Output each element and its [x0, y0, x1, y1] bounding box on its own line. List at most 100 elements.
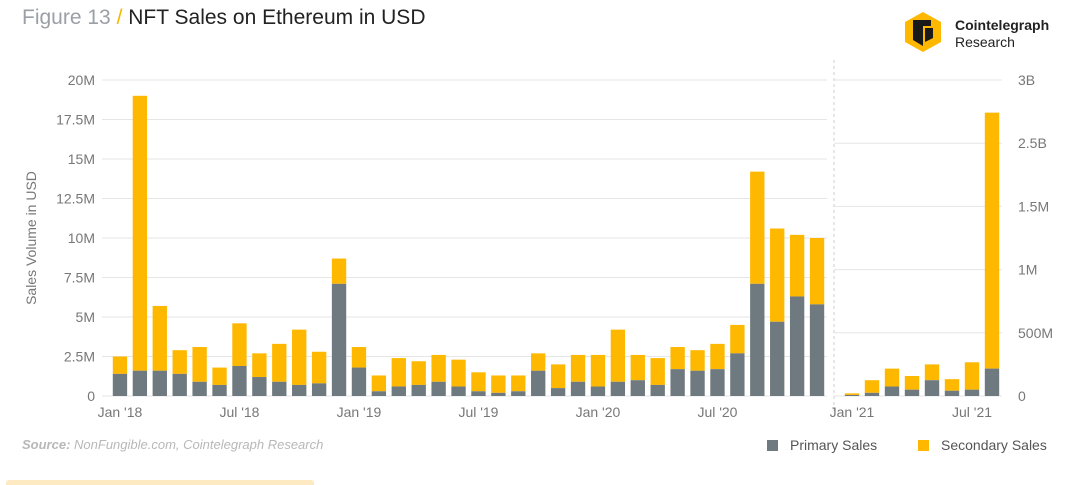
- secondary-bar: [152, 305, 167, 371]
- primary-bar: [152, 370, 167, 396]
- secondary-bar: [331, 258, 347, 284]
- right-x-tick-label: Jul '21: [952, 404, 992, 420]
- source-label: Source:: [22, 437, 71, 452]
- primary-bar: [212, 384, 227, 396]
- left-y-tick-label: 2.5M: [64, 349, 95, 365]
- left-y-tick-label: 10M: [68, 230, 95, 246]
- secondary-bar: [770, 228, 785, 322]
- secondary-bar: [944, 379, 960, 391]
- brand-name: Cointelegraph: [955, 17, 1050, 33]
- secondary-bar: [844, 393, 860, 395]
- primary-bar: [172, 373, 187, 396]
- primary-bar: [570, 381, 586, 396]
- primary-bar: [531, 370, 546, 396]
- secondary-bar: [491, 375, 506, 393]
- primary-bar: [232, 365, 247, 396]
- left-x-tick-label: Jan '19: [337, 404, 382, 420]
- primary-bar: [252, 377, 267, 396]
- primary-bar: [550, 388, 566, 396]
- secondary-bar: [272, 343, 287, 382]
- primary-bar: [710, 369, 725, 396]
- primary-bar: [730, 353, 745, 396]
- secondary-bar: [630, 354, 645, 381]
- left-x-tick-label: Jan '18: [98, 404, 143, 420]
- secondary-bar: [670, 347, 685, 370]
- left-x-tick-label: Jul '20: [697, 404, 737, 420]
- secondary-bar: [809, 238, 825, 305]
- brand-sub: Research: [955, 34, 1015, 50]
- cointelegraph-logo-icon: [905, 12, 941, 52]
- left-y-tick-label: 17.5M: [56, 112, 95, 128]
- secondary-bar: [884, 368, 900, 387]
- secondary-bar: [252, 353, 267, 378]
- primary-bar: [964, 389, 980, 396]
- y-axis-label: Sales Volume in USD: [23, 171, 39, 305]
- legend-primary-label: Primary Sales: [790, 437, 878, 453]
- secondary-bar: [112, 356, 128, 374]
- secondary-bar: [431, 354, 446, 382]
- secondary-bar: [292, 329, 307, 385]
- left-x-tick-label: Jan '20: [576, 404, 621, 420]
- secondary-bar: [531, 353, 546, 371]
- right-y-tick-label: 3B: [1018, 72, 1035, 88]
- primary-bar: [272, 381, 287, 396]
- secondary-bar: [904, 375, 920, 390]
- secondary-bar: [391, 358, 406, 387]
- cointelegraph-logo: Cointelegraph Research: [903, 10, 1053, 54]
- primary-bar: [610, 381, 626, 396]
- right-y-tick-label: 2.5B: [1018, 135, 1047, 151]
- primary-bar: [650, 384, 665, 396]
- left-y-tick-label: 7.5M: [64, 270, 95, 286]
- primary-bar: [750, 283, 765, 396]
- secondary-bar: [311, 351, 327, 384]
- primary-bar: [491, 392, 506, 396]
- primary-bar: [471, 391, 486, 396]
- primary-bar: [944, 390, 960, 396]
- secondary-bar: [550, 364, 566, 389]
- primary-bar: [864, 392, 880, 396]
- secondary-bar: [710, 343, 725, 370]
- primary-bar: [292, 384, 307, 396]
- primary-bar: [789, 296, 805, 396]
- secondary-bar: [650, 358, 665, 385]
- legend-secondary: Secondary Sales: [918, 437, 1047, 453]
- left-y-tick-label: 15M: [68, 151, 95, 167]
- right-y-tick-label: 1M: [1018, 262, 1037, 278]
- secondary-bar: [132, 95, 148, 371]
- primary-bar: [809, 304, 825, 396]
- primary-bar: [924, 380, 940, 396]
- bottom-strip: [6, 480, 314, 485]
- primary-bar: [351, 367, 367, 396]
- primary-bar: [371, 391, 387, 396]
- primary-bar: [112, 373, 128, 396]
- primary-bar: [630, 380, 645, 396]
- primary-bar: [431, 381, 446, 396]
- secondary-bar: [789, 234, 805, 297]
- secondary-bar: [451, 359, 466, 387]
- secondary-bar: [570, 354, 586, 382]
- secondary-bar: [690, 350, 705, 371]
- secondary-bar: [511, 375, 526, 392]
- secondary-bar: [610, 329, 626, 382]
- secondary-bar: [411, 361, 426, 385]
- legend-secondary-label: Secondary Sales: [941, 437, 1047, 453]
- legend-secondary-swatch: [918, 439, 929, 451]
- left-x-tick-label: Jul '18: [219, 404, 259, 420]
- chart-title: Figure 13 / NFT Sales on Ethereum in USD: [22, 6, 425, 30]
- secondary-bar: [730, 324, 745, 354]
- primary-bar: [984, 368, 1000, 396]
- primary-bar: [451, 386, 466, 396]
- secondary-bar: [864, 380, 880, 393]
- secondary-bar: [924, 364, 940, 381]
- secondary-bar: [750, 171, 765, 284]
- primary-bar: [192, 381, 207, 396]
- secondary-bar: [351, 347, 367, 368]
- secondary-bar: [471, 372, 486, 392]
- left-y-tick-label: 20M: [68, 72, 95, 88]
- title-text: NFT Sales on Ethereum in USD: [128, 6, 426, 29]
- primary-bar: [411, 384, 426, 396]
- primary-bar: [670, 369, 685, 396]
- right-x-tick-label: Jan '21: [830, 404, 875, 420]
- title-separator: /: [116, 6, 123, 29]
